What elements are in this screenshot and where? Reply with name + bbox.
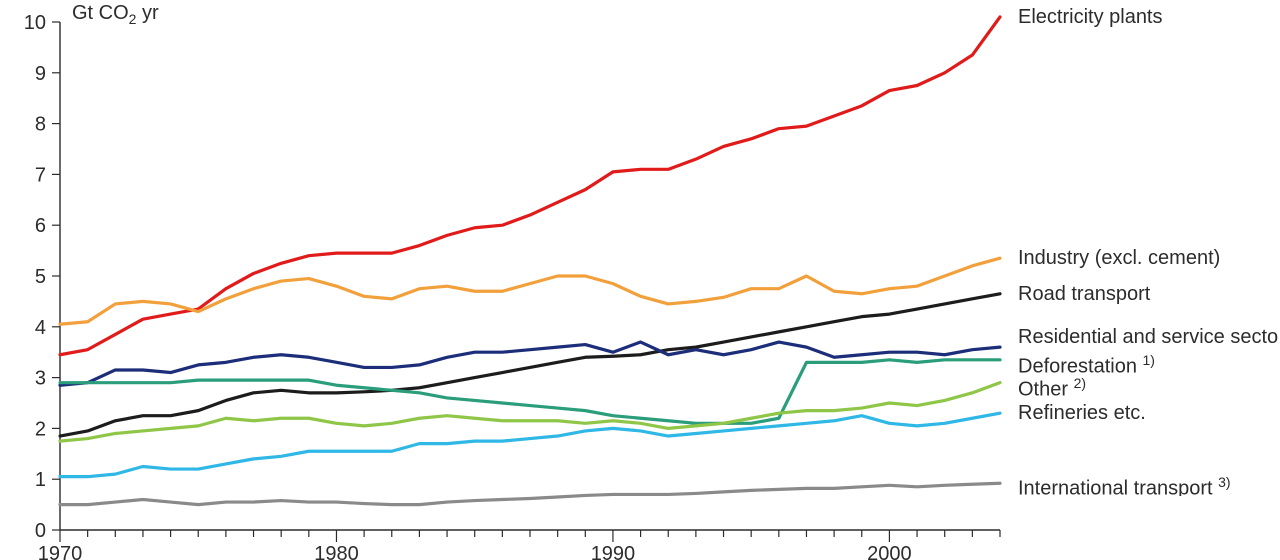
y-tick-label: 8 [35,114,46,136]
y-tick-label: 0 [35,520,46,542]
x-tick-label: 1970 [38,543,83,560]
x-tick-label: 1990 [591,543,636,560]
series-label-electricity: Electricity plants [1018,3,1278,31]
y-tick-label: 2 [35,418,46,440]
series-line-refineries [60,413,1000,477]
series-label-refineries: Refineries etc. [1018,399,1278,427]
y-tick-label: 10 [24,12,46,34]
x-tick-label: 2000 [867,543,912,560]
y-tick-label: 7 [35,164,46,186]
series-line-intl_transport [60,483,1000,504]
x-tick-label: 1980 [314,543,359,560]
y-tick-label: 3 [35,368,46,390]
y-tick-label: 4 [35,317,46,339]
series-label-industry: Industry (excl. cement) [1018,244,1278,272]
series-label-other: Other 2) [1018,369,1278,397]
series-line-industry [60,258,1000,324]
y-axis-title: Gt CO2 yr [72,2,292,34]
y-tick-label: 1 [35,469,46,491]
series-label-intl_transport: International transport 3) [1018,468,1278,496]
y-tick-label: 6 [35,215,46,237]
co2-line-chart: 0 1 2 3 4 5 6 7 8 9 10 Gt CO2 yr 1970 1980 1990 2000 Ele… [0,0,1280,560]
series-line-electricity [60,17,1000,355]
series-line-other [60,383,1000,441]
chart-container: 0 1 2 3 4 5 6 7 8 9 10 Gt CO2 yr 1970 1980 1990 2000 Ele… [0,0,1280,560]
series-line-deforestation [60,360,1000,424]
y-tick-label: 5 [35,266,46,288]
series-label-road: Road transport [1018,280,1278,308]
y-tick-label: 9 [35,63,46,85]
